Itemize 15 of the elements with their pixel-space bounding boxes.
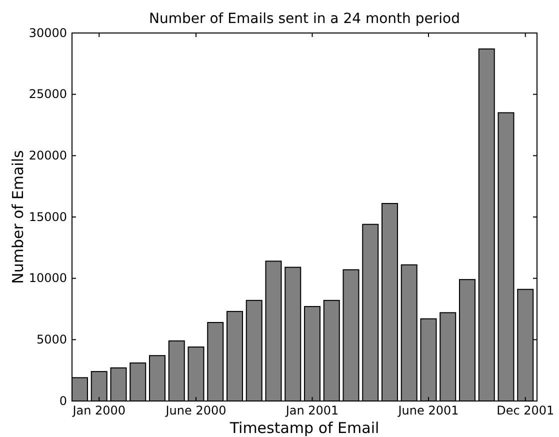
y-tick-label: 10000 [28, 271, 67, 286]
x-tick-label: Dec 2001 [496, 404, 554, 418]
y-tick-label: 5000 [36, 332, 67, 347]
y-tick-label: 25000 [28, 87, 67, 102]
y-tick-label: 0 [59, 394, 67, 408]
y-tick-label: 20000 [28, 148, 67, 163]
chart-title: Number of Emails sent in a 24 month period [149, 11, 460, 27]
x-tick-label: June 2001 [397, 404, 459, 418]
x-axis-title: Timestamp of Email [228, 419, 380, 437]
y-tick-label: 30000 [28, 26, 67, 40]
x-tick-label: Jan 2000 [72, 404, 126, 418]
x-tick-label: June 2000 [164, 404, 226, 418]
x-tick-label: Jan 2001 [284, 404, 339, 418]
y-axis-title: Number of Emails [9, 150, 27, 284]
y-tick-label: 15000 [28, 210, 67, 224]
